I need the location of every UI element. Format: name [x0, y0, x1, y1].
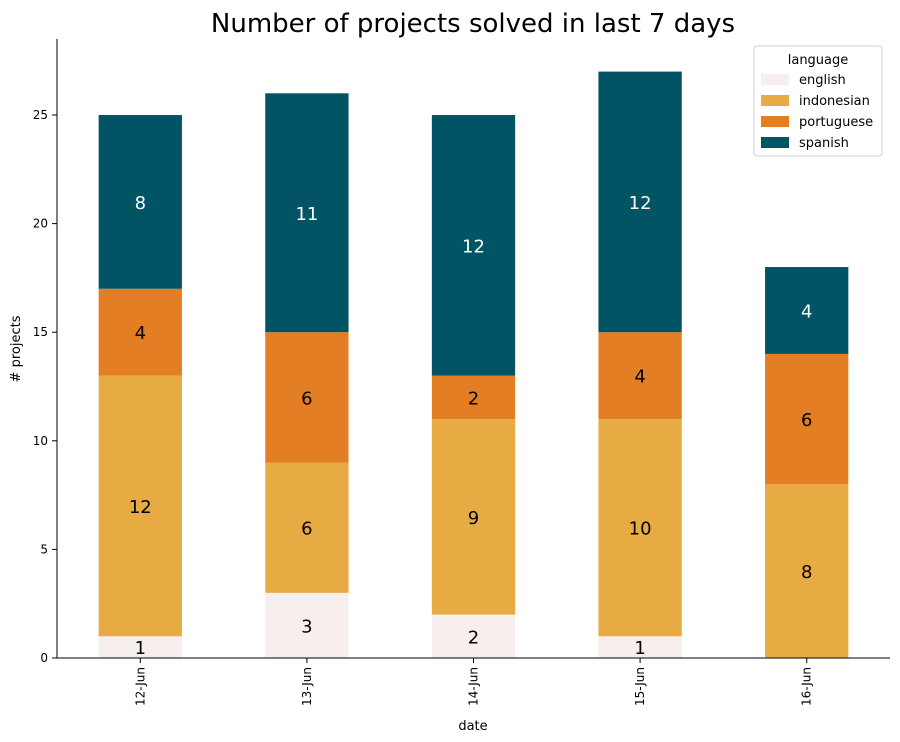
- x-axis-label: date: [458, 719, 487, 734]
- bar-value-label: 9: [468, 508, 479, 529]
- bar-value-label: 1: [135, 638, 146, 659]
- plot-area: 1 12 4 8 12-Jun 3 6 6 11 13-Jun 2 9 2 12 14-Jun 1 10 4 12 1…: [33, 39, 890, 706]
- bar-segment-portuguese: [598, 332, 682, 420]
- bar-value-label: 3: [301, 616, 312, 637]
- bar-value-label: 1: [634, 638, 645, 659]
- bar-segment-portuguese: [765, 353, 849, 485]
- bar-value-label: 4: [135, 323, 146, 344]
- legend-swatch-indonesian: [761, 95, 789, 106]
- legend-swatch-portuguese: [761, 116, 789, 127]
- bar-value-label: 2: [468, 388, 479, 409]
- bar-value-label: 10: [629, 519, 652, 540]
- x-tick-label: 12-Jun: [133, 667, 147, 706]
- bar-segment-portuguese: [98, 288, 182, 376]
- bar-segment-spanish: [265, 93, 349, 333]
- bar-value-label: 12: [629, 193, 652, 214]
- legend: language english indonesian portuguese span…: [753, 45, 883, 157]
- legend-label-portuguese: portuguese: [799, 115, 873, 130]
- y-tick-label: 20: [33, 217, 48, 231]
- bar-segment-portuguese: [431, 375, 516, 420]
- legend-label-indonesian: indonesian: [799, 94, 870, 109]
- x-tick-label: 13-Jun: [300, 667, 314, 706]
- bar-segment-indonesian: [98, 375, 182, 637]
- y-tick-label: 10: [33, 434, 48, 448]
- bar-segment-indonesian: [598, 419, 682, 637]
- bar-segment-english: [98, 636, 182, 658]
- bar-segment-spanish: [431, 115, 516, 376]
- bar-segment-spanish: [598, 71, 682, 333]
- x-tick-label: 15-Jun: [633, 667, 647, 706]
- bar-value-label: 4: [801, 301, 812, 322]
- bar-segment-indonesian: [431, 419, 516, 615]
- bar-value-label: 8: [801, 562, 812, 583]
- bar-segment-spanish: [765, 267, 849, 354]
- y-tick-label: 0: [40, 651, 48, 665]
- bar-segment-portuguese: [265, 332, 349, 463]
- bar-segment-indonesian: [765, 484, 849, 658]
- y-tick-label: 25: [33, 108, 48, 122]
- bar-value-label: 11: [295, 204, 318, 225]
- bar-value-label: 6: [301, 519, 312, 540]
- y-tick-label: 5: [40, 542, 48, 556]
- bar-segment-english: [265, 592, 349, 658]
- y-axis-label: # projects: [9, 315, 24, 382]
- chart-title: Number of projects solved in last 7 days: [211, 9, 735, 39]
- bar-segment-english: [598, 636, 682, 658]
- bar-segment-indonesian: [265, 462, 349, 593]
- legend-title: language: [788, 53, 849, 68]
- bar-value-label: 8: [135, 193, 146, 214]
- bar-value-label: 2: [468, 627, 479, 648]
- legend-label-spanish: spanish: [799, 136, 849, 151]
- bar-value-label: 6: [801, 410, 812, 431]
- y-tick-label: 15: [33, 325, 48, 339]
- legend-swatch-spanish: [761, 137, 789, 148]
- legend-frame: [753, 45, 883, 157]
- legend-label-english: english: [799, 73, 846, 88]
- bar-value-label: 4: [634, 367, 645, 388]
- bar-segment-spanish: [98, 115, 182, 289]
- bar-value-label: 6: [301, 388, 312, 409]
- bar-value-label: 12: [462, 236, 485, 257]
- x-tick-label: 16-Jun: [800, 667, 814, 706]
- bar-value-label: 12: [129, 497, 152, 518]
- x-tick-label: 14-Jun: [467, 667, 481, 706]
- bar-segment-english: [431, 614, 516, 658]
- legend-swatch-english: [761, 74, 789, 85]
